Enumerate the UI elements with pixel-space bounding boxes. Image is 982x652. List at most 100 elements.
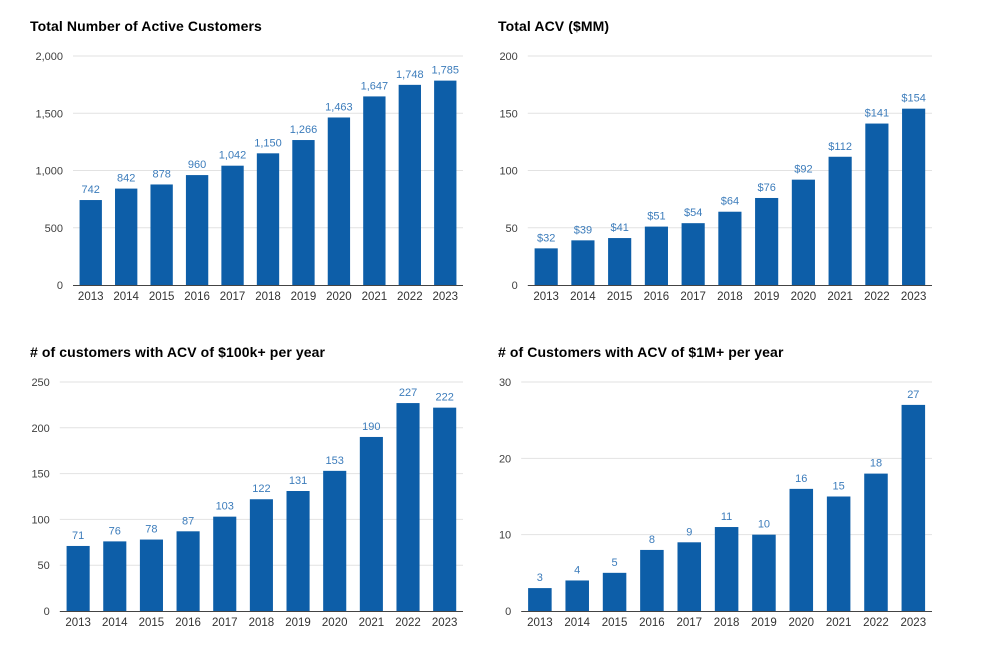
bar-value-label: 742 xyxy=(82,184,100,196)
y-tick-label: 200 xyxy=(499,51,517,63)
y-tick-label: 0 xyxy=(505,606,511,618)
bar-value-label: $64 xyxy=(721,196,739,208)
bar-value-label: 1,748 xyxy=(396,69,424,81)
y-tick-label: 0 xyxy=(512,280,518,292)
bar-value-label: 8 xyxy=(649,534,655,546)
bar-2013 xyxy=(66,545,90,611)
x-tick-label: 2014 xyxy=(570,291,596,303)
bar-chart-active-customers: 0 500 1,000 1,500 2,000 742 2013 842 2014 878 2015… xyxy=(35,51,463,303)
bar-value-label: $92 xyxy=(794,164,812,176)
bar-value-label: 11 xyxy=(721,511,732,523)
y-tick-label: 0 xyxy=(57,280,63,292)
bar-value-label: 78 xyxy=(145,524,157,536)
y-tick-label: 500 xyxy=(45,223,63,235)
bar-chart-acv-100k: 0 50 100 150 200 250 71 2013 76 2014 78 2015 87 2016 1… xyxy=(31,377,463,629)
x-tick-label: 2015 xyxy=(149,291,175,303)
bar-value-label: 27 xyxy=(907,389,919,401)
bar-value-label: 122 xyxy=(252,483,270,495)
bar-2020 xyxy=(791,179,815,285)
chart-panel-acv-100k: # of customers with ACV of $100k+ per ye… xyxy=(0,326,491,652)
bar-value-label: 10 xyxy=(758,519,770,531)
x-tick-label: 2016 xyxy=(184,291,210,303)
x-tick-label: 2014 xyxy=(102,617,128,629)
bar-value-label: 1,266 xyxy=(290,124,318,136)
bar-value-label: $32 xyxy=(537,232,555,244)
bar-2023 xyxy=(902,108,926,285)
bar-value-label: 222 xyxy=(435,392,453,404)
bar-2016 xyxy=(185,175,209,285)
bar-2021 xyxy=(363,96,386,285)
bar-value-label: $54 xyxy=(684,207,702,219)
bar-value-label: 16 xyxy=(795,473,807,485)
x-tick-label: 2014 xyxy=(564,617,590,629)
x-tick-label: 2022 xyxy=(864,291,890,303)
bar-2021 xyxy=(359,436,383,611)
x-tick-label: 2013 xyxy=(527,617,553,629)
bar-2017 xyxy=(681,223,705,285)
x-tick-label: 2013 xyxy=(78,291,104,303)
y-tick-label: 1,000 xyxy=(35,166,63,178)
bar-value-label: $112 xyxy=(828,141,852,153)
x-tick-label: 2023 xyxy=(901,291,927,303)
bar-2018 xyxy=(718,211,742,285)
bar-2013 xyxy=(528,588,552,611)
bar-value-label: 190 xyxy=(362,421,380,433)
bar-2015 xyxy=(150,184,173,285)
y-tick-label: 250 xyxy=(31,377,49,389)
x-tick-label: 2015 xyxy=(602,617,628,629)
y-tick-label: 100 xyxy=(499,166,517,178)
chart-title: # of customers with ACV of $100k+ per ye… xyxy=(30,344,326,360)
x-tick-label: 2019 xyxy=(285,617,311,629)
x-tick-label: 2018 xyxy=(714,617,740,629)
x-tick-label: 2017 xyxy=(676,617,702,629)
chart-panel-acv-1m: # of Customers with ACV of $1M+ per year… xyxy=(491,326,982,652)
x-tick-label: 2015 xyxy=(607,291,633,303)
bar-2014 xyxy=(115,188,138,285)
y-tick-label: 10 xyxy=(499,530,511,542)
bar-value-label: 71 xyxy=(72,530,84,542)
x-tick-label: 2023 xyxy=(432,617,458,629)
bar-value-label: 5 xyxy=(612,557,618,569)
bar-2021 xyxy=(826,496,851,611)
x-tick-label: 2021 xyxy=(362,291,388,303)
x-tick-label: 2017 xyxy=(212,617,238,629)
bar-value-label: $39 xyxy=(574,224,592,236)
bar-2016 xyxy=(644,226,668,285)
x-tick-label: 2018 xyxy=(717,291,743,303)
x-tick-label: 2020 xyxy=(791,291,817,303)
bar-2015 xyxy=(608,238,632,285)
bar-value-label: 842 xyxy=(117,173,135,185)
y-tick-label: 100 xyxy=(31,514,49,526)
bar-value-label: $41 xyxy=(610,222,628,234)
bar-value-label: 1,042 xyxy=(219,150,247,162)
x-tick-label: 2013 xyxy=(533,291,559,303)
bar-value-label: 878 xyxy=(152,168,170,180)
bar-2017 xyxy=(213,516,237,611)
bar-value-label: 15 xyxy=(833,481,845,493)
bar-2022 xyxy=(396,403,420,611)
y-tick-label: 2,000 xyxy=(35,51,63,63)
y-tick-label: 30 xyxy=(499,377,511,389)
x-tick-label: 2020 xyxy=(788,617,814,629)
x-tick-label: 2021 xyxy=(827,291,853,303)
bar-value-label: $51 xyxy=(647,211,665,223)
x-tick-label: 2016 xyxy=(639,617,665,629)
x-tick-label: 2020 xyxy=(326,291,352,303)
y-tick-label: 1,500 xyxy=(35,108,63,120)
x-tick-label: 2022 xyxy=(863,617,889,629)
x-tick-label: 2019 xyxy=(751,617,777,629)
y-tick-label: 150 xyxy=(31,469,49,481)
bar-2020 xyxy=(323,470,347,611)
x-tick-label: 2018 xyxy=(255,291,281,303)
bar-2014 xyxy=(571,240,595,285)
bar-2015 xyxy=(602,572,627,611)
x-tick-label: 2020 xyxy=(322,617,348,629)
x-tick-label: 2018 xyxy=(249,617,275,629)
x-tick-label: 2019 xyxy=(291,291,317,303)
bar-value-label: 1,463 xyxy=(325,101,353,113)
bar-2017 xyxy=(677,542,702,611)
bar-2014 xyxy=(103,541,127,611)
bar-value-label: 1,647 xyxy=(361,80,389,92)
bar-2021 xyxy=(828,156,852,285)
